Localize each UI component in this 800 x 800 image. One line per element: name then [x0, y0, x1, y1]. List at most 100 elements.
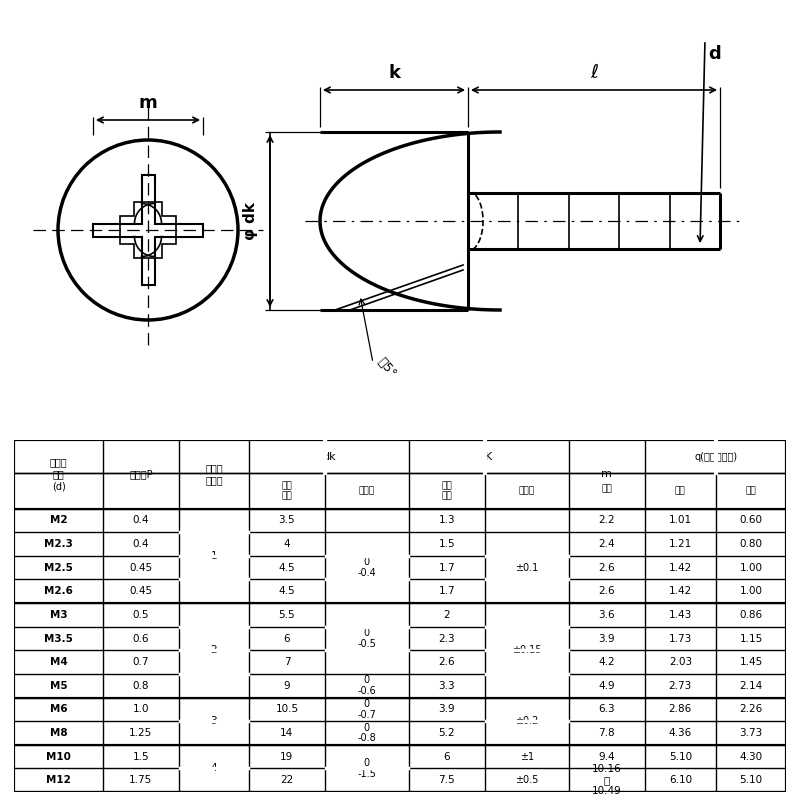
Text: M2: M2	[50, 515, 67, 526]
Text: 10.5: 10.5	[275, 704, 298, 714]
Text: 1.43: 1.43	[669, 610, 692, 620]
Text: 3.3: 3.3	[438, 681, 455, 690]
Text: 6.10: 6.10	[669, 775, 692, 785]
Text: 2.6: 2.6	[598, 562, 615, 573]
Text: 基準
寸法: 基準 寸法	[282, 482, 292, 501]
Text: ピッチP: ピッチP	[129, 470, 153, 479]
Text: M5: M5	[50, 681, 67, 690]
Text: M10: M10	[46, 751, 71, 762]
Text: 9.4: 9.4	[598, 751, 615, 762]
Text: 3.6: 3.6	[598, 610, 615, 620]
Text: ±1: ±1	[520, 751, 534, 762]
Text: 3.9: 3.9	[598, 634, 615, 643]
Text: 4.5: 4.5	[278, 586, 295, 596]
Text: ±0.15: ±0.15	[512, 646, 542, 655]
Text: 2.6: 2.6	[598, 586, 615, 596]
Text: 7: 7	[284, 657, 290, 667]
Text: 10.16
〜
10.49: 10.16 〜 10.49	[592, 764, 622, 796]
Text: ±0.5: ±0.5	[515, 775, 538, 785]
Text: M6: M6	[50, 704, 67, 714]
Text: 9: 9	[284, 681, 290, 690]
Text: 7.5: 7.5	[438, 775, 455, 785]
Text: 2.14: 2.14	[739, 681, 762, 690]
Text: 22: 22	[280, 775, 294, 785]
Text: M8: M8	[50, 728, 67, 738]
Text: 2.73: 2.73	[669, 681, 692, 690]
Text: 3.5: 3.5	[278, 515, 295, 526]
Text: 2: 2	[443, 610, 450, 620]
Text: 2.86: 2.86	[669, 704, 692, 714]
Text: 0
-0.8: 0 -0.8	[358, 722, 376, 743]
Text: 1.00: 1.00	[739, 562, 762, 573]
Text: 1.45: 1.45	[739, 657, 762, 667]
Text: 最小: 最小	[746, 486, 757, 495]
Text: 4.9: 4.9	[598, 681, 615, 690]
Text: 0.8: 0.8	[133, 681, 149, 690]
Text: M3.5: M3.5	[44, 634, 73, 643]
Text: 0
-0.7: 0 -0.7	[358, 699, 376, 720]
Text: 1.42: 1.42	[669, 562, 692, 573]
Text: 1.0: 1.0	[133, 704, 149, 714]
Text: 2.3: 2.3	[438, 634, 455, 643]
Text: 4.36: 4.36	[669, 728, 692, 738]
Text: 1: 1	[210, 551, 218, 561]
Text: 2.4: 2.4	[598, 539, 615, 549]
Text: 4.2: 4.2	[598, 657, 615, 667]
Text: 1.7: 1.7	[438, 586, 455, 596]
Text: M2.5: M2.5	[44, 562, 73, 573]
Text: 2: 2	[210, 646, 218, 655]
Text: 0.60: 0.60	[739, 515, 762, 526]
Text: 4: 4	[284, 539, 290, 549]
Text: 1.00: 1.00	[739, 586, 762, 596]
Text: 0.86: 0.86	[739, 610, 762, 620]
Text: 1.7: 1.7	[438, 562, 455, 573]
Text: d: d	[708, 45, 721, 63]
Text: q(十字穴深さ): q(十字穴深さ)	[694, 452, 738, 462]
Text: 6.3: 6.3	[598, 704, 615, 714]
Text: 基準
寸法: 基準 寸法	[442, 482, 452, 501]
Text: 1.3: 1.3	[438, 515, 455, 526]
Text: 2.26: 2.26	[739, 704, 762, 714]
Text: 7.8: 7.8	[598, 728, 615, 738]
Text: M2.3: M2.3	[44, 539, 73, 549]
Text: 0.4: 0.4	[133, 515, 149, 526]
Text: 最大: 最大	[675, 486, 686, 495]
Text: M4: M4	[50, 657, 67, 667]
Text: 1.73: 1.73	[669, 634, 692, 643]
Text: 3: 3	[210, 716, 218, 726]
Text: 0
-0.4: 0 -0.4	[358, 558, 376, 578]
Text: 0.6: 0.6	[133, 634, 149, 643]
Text: 0.80: 0.80	[739, 539, 762, 549]
Text: 1.75: 1.75	[130, 775, 153, 785]
Text: 2.03: 2.03	[669, 657, 692, 667]
Text: 1.5: 1.5	[438, 539, 455, 549]
Text: 1.21: 1.21	[669, 539, 692, 549]
Text: 1.01: 1.01	[669, 515, 692, 526]
Text: 5.5: 5.5	[278, 610, 295, 620]
Text: M2.6: M2.6	[44, 586, 73, 596]
Text: 約5°: 約5°	[375, 355, 399, 381]
Text: φ dk: φ dk	[243, 202, 258, 240]
Text: 2.2: 2.2	[598, 515, 615, 526]
Text: 0.7: 0.7	[133, 657, 149, 667]
Text: 3.9: 3.9	[438, 704, 455, 714]
Text: 6: 6	[443, 751, 450, 762]
Text: 4: 4	[210, 763, 218, 774]
Text: 0
-0.5: 0 -0.5	[358, 628, 376, 649]
Text: 4.5: 4.5	[278, 562, 295, 573]
Text: 0.4: 0.4	[133, 539, 149, 549]
Text: 許容差: 許容差	[519, 486, 535, 495]
Text: M3: M3	[50, 610, 67, 620]
Text: 参考: 参考	[602, 485, 612, 494]
Text: 0
-0.6: 0 -0.6	[358, 675, 376, 696]
Text: 0
-1.5: 0 -1.5	[358, 758, 376, 778]
Text: m: m	[602, 470, 612, 479]
Text: 1.15: 1.15	[739, 634, 762, 643]
Text: 十字穴
の番号: 十字穴 の番号	[205, 463, 222, 486]
Text: 14: 14	[280, 728, 294, 738]
Text: 2.6: 2.6	[438, 657, 455, 667]
Text: 1.5: 1.5	[133, 751, 150, 762]
Text: 0.45: 0.45	[130, 586, 153, 596]
Text: 6: 6	[284, 634, 290, 643]
Text: 1.42: 1.42	[669, 586, 692, 596]
